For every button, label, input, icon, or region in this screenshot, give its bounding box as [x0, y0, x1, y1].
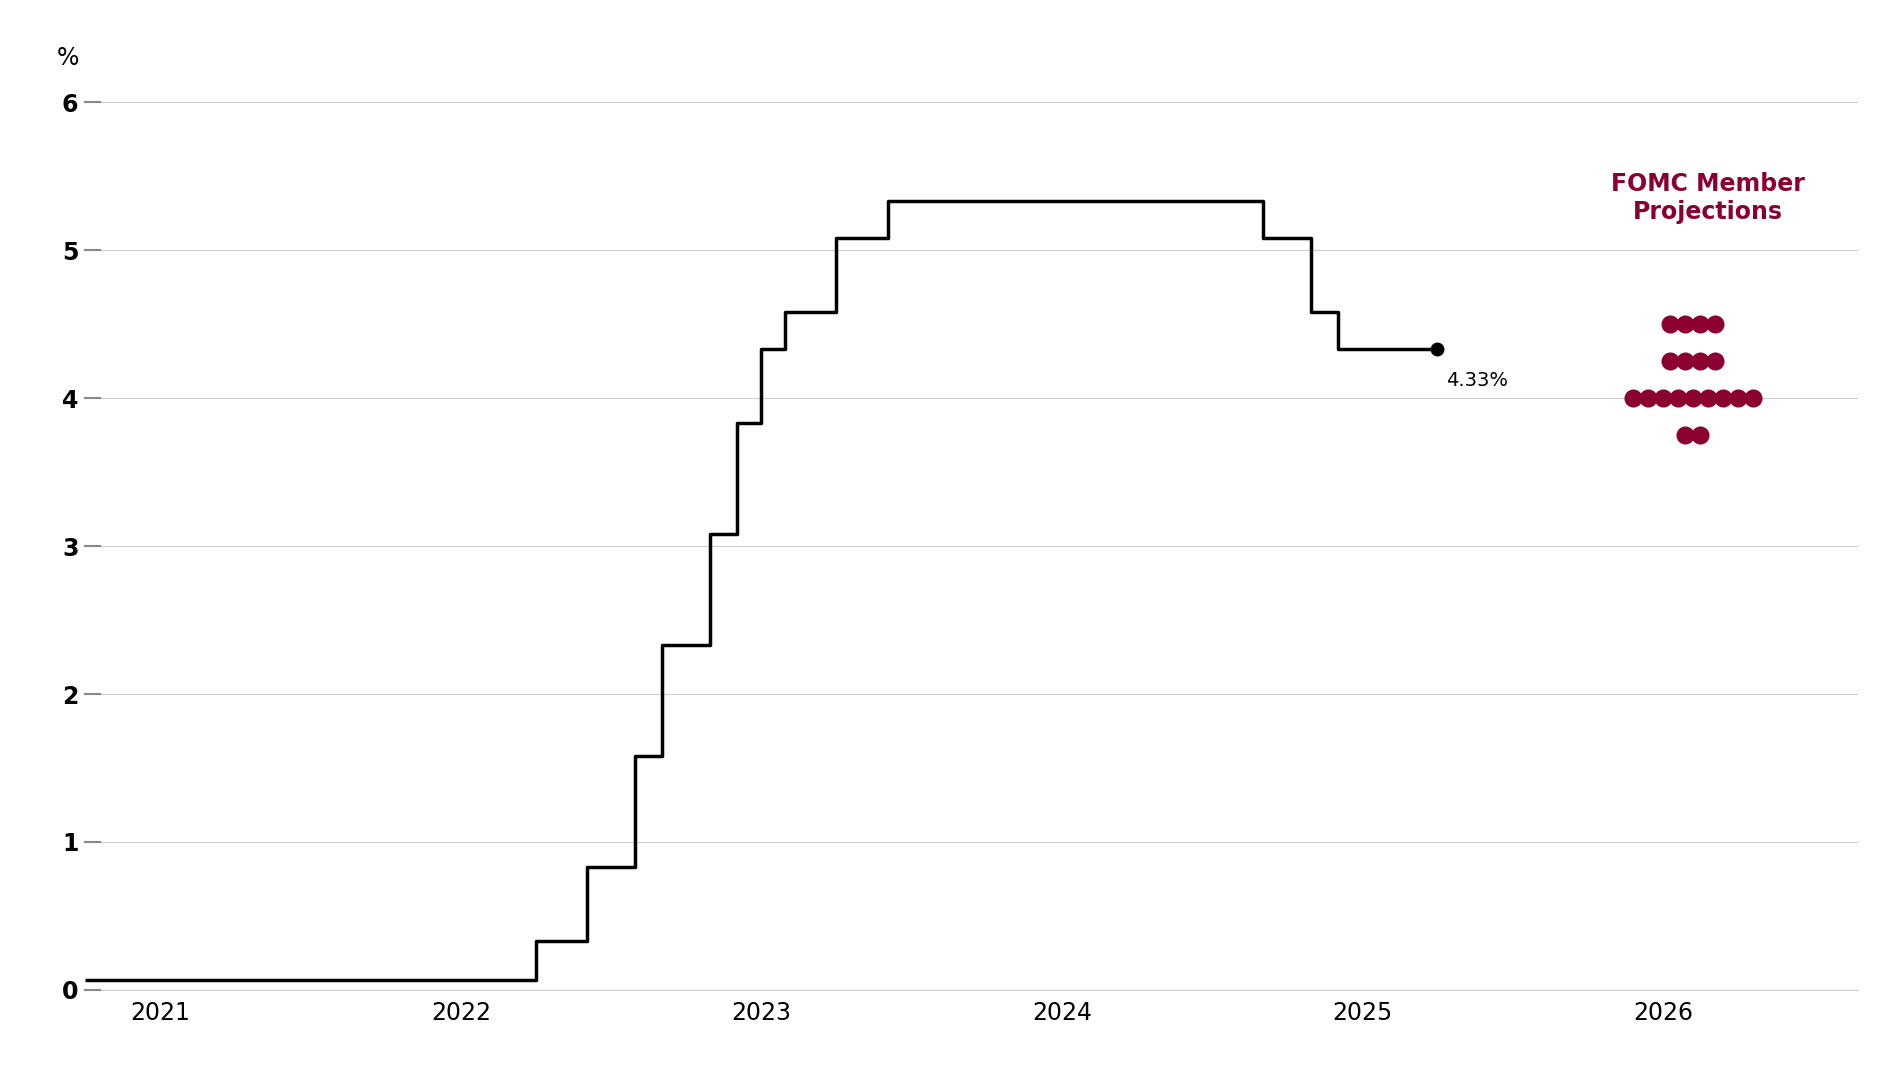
Text: %: %: [57, 46, 80, 70]
Text: FOMC Member
Projections: FOMC Member Projections: [1612, 172, 1805, 224]
Text: 4.33%: 4.33%: [1447, 371, 1509, 391]
